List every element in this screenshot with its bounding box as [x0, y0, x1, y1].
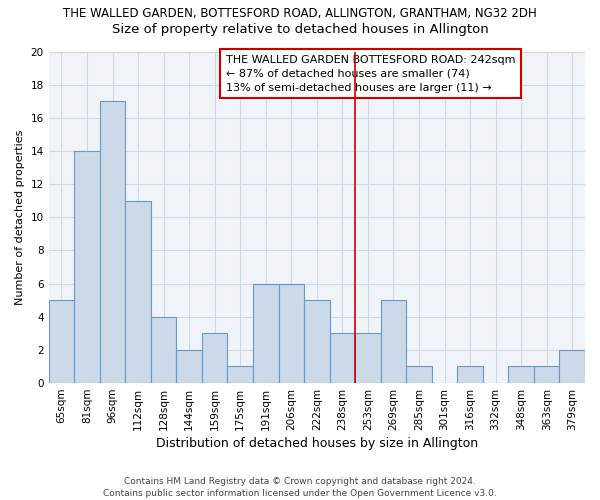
Bar	[559, 350, 585, 383]
Bar	[202, 334, 227, 383]
Bar	[278, 284, 304, 383]
Bar	[49, 300, 74, 383]
Bar	[125, 200, 151, 383]
Bar	[457, 366, 483, 383]
Text: Contains HM Land Registry data © Crown copyright and database right 2024.
Contai: Contains HM Land Registry data © Crown c…	[103, 476, 497, 498]
Bar	[508, 366, 534, 383]
X-axis label: Distribution of detached houses by size in Allington: Distribution of detached houses by size …	[156, 437, 478, 450]
Bar	[380, 300, 406, 383]
Bar	[100, 101, 125, 383]
Bar	[227, 366, 253, 383]
Bar	[176, 350, 202, 383]
Text: Size of property relative to detached houses in Allington: Size of property relative to detached ho…	[112, 22, 488, 36]
Text: THE WALLED GARDEN BOTTESFORD ROAD: 242sqm
← 87% of detached houses are smaller (: THE WALLED GARDEN BOTTESFORD ROAD: 242sq…	[226, 55, 515, 93]
Bar	[406, 366, 432, 383]
Bar	[304, 300, 329, 383]
Bar	[329, 334, 355, 383]
Text: THE WALLED GARDEN, BOTTESFORD ROAD, ALLINGTON, GRANTHAM, NG32 2DH: THE WALLED GARDEN, BOTTESFORD ROAD, ALLI…	[63, 8, 537, 20]
Bar	[253, 284, 278, 383]
Bar	[355, 334, 380, 383]
Bar	[151, 317, 176, 383]
Y-axis label: Number of detached properties: Number of detached properties	[15, 130, 25, 305]
Bar	[534, 366, 559, 383]
Bar	[74, 151, 100, 383]
